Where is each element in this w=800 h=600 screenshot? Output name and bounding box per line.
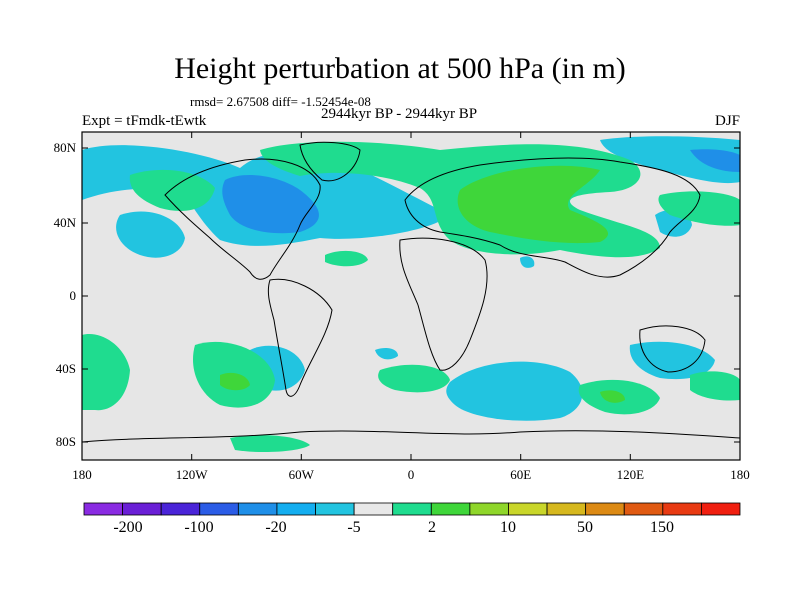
colorbar [83,502,741,516]
contour-positive-south-pacific-core [220,372,250,391]
contour-positive-east [658,191,740,226]
contour-negative-arctic-core [690,149,740,172]
contour-positive-eurasia-core [457,165,609,244]
contour-positive-atlantic-south [378,364,450,393]
colorbar-swatch [237,502,278,516]
colorbar-swatch [160,502,201,516]
colorbar-swatch [623,502,664,516]
lon-label-120e: 120E [617,467,645,482]
lon-label-60w: 60W [289,467,315,482]
contour-negative-arctic [600,136,740,184]
colorbar-swatch [199,502,239,516]
longitude-axis [81,132,741,460]
contour-positive-south-west [82,334,130,411]
contour-negative-australia [629,341,715,380]
colorbar-swatch [585,502,625,516]
contour-positive-antarctic [230,435,310,453]
colorbar-label: -20 [265,519,286,536]
colorbar-swatch [508,502,548,516]
chart-title: Height perturbation at 500 hPa (in m) [174,52,626,85]
contour-negative-atlantic-south [375,348,398,360]
coastline-africa [399,237,488,371]
contour-negative-pacific [116,211,185,258]
colorbar-label: 10 [500,519,516,536]
colorbar-label: 2 [428,519,436,536]
contour-positive-atlantic [325,250,368,267]
colorbar-swatch [276,502,316,516]
colorbar-label: -5 [347,519,360,536]
contour-negative-na-core [222,175,319,234]
colorbar-swatch [122,502,162,516]
colorbar-swatch [546,502,587,516]
lon-label-180w: 180 [72,467,92,482]
colorbar-swatch [469,502,509,516]
colorbar-swatch [83,502,123,516]
contour-positive-southeast [690,371,740,401]
latitude-axis [82,147,740,443]
coastline-australia [639,325,706,373]
lat-label-40s: 40S [56,361,76,376]
contour-negative-south-indian [446,361,583,421]
colorbar-swatch [662,502,702,516]
colorbar-label: 150 [650,519,674,536]
lon-label-60e: 60E [510,467,531,482]
colorbar-labels: -200 -100 -20 -5 2 10 50 150 [113,519,674,536]
contour-positive-indian-core [600,390,625,403]
coastline-south-america [267,278,333,397]
experiment-text: Expt = tFmdk-tEwtk [82,113,207,129]
colorbar-swatch [353,502,394,516]
coastline-europe-asia [404,157,701,278]
lat-label-80s: 80S [56,434,76,449]
colorbar-label: -100 [184,519,213,536]
period-text: 2944kyr BP - 2944kyr BP [321,106,478,122]
lon-label-180e: 180 [730,467,750,482]
season-text: DJF [714,113,740,129]
stats-text: rmsd= 2.67508 diff= -1.52454e-08 [190,94,371,109]
contour-fill-layer [82,136,740,453]
lat-label-80n: 80N [54,140,77,155]
lat-label-40n: 40N [54,215,77,230]
colorbar-label: 50 [577,519,593,536]
colorbar-swatch [701,502,741,516]
coastline-antarctica [82,430,740,443]
coastline-greenland [299,141,361,182]
colorbar-swatch [392,502,432,516]
coastlines [82,141,740,443]
coastline-north-america [164,158,321,280]
colorbar-label: -200 [113,519,142,536]
lon-label-120w: 120W [176,467,209,482]
colorbar-swatch [315,502,355,516]
contour-negative-small [520,256,535,268]
lat-label-0: 0 [70,288,77,303]
colorbar-swatch [430,502,471,516]
lon-label-0: 0 [408,467,415,482]
contour-positive-pacific [129,169,215,211]
